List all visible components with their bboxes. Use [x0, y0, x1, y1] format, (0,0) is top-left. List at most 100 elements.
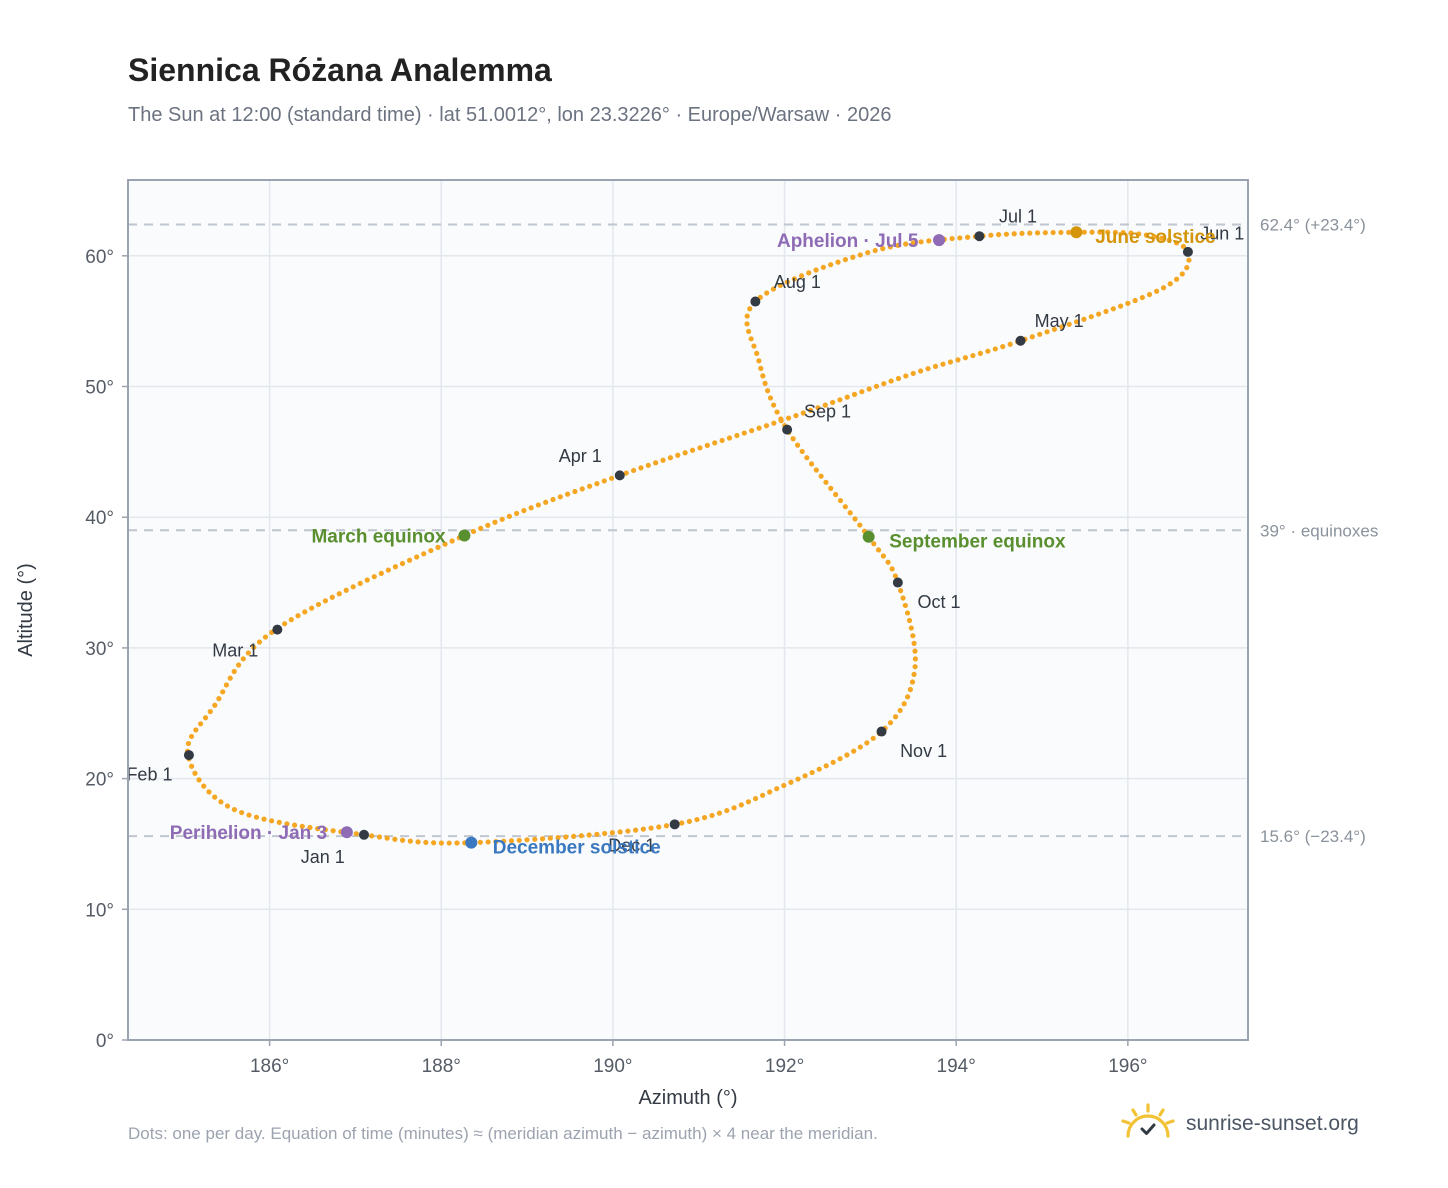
- day-dot: [1180, 243, 1187, 250]
- day-dot: [892, 573, 898, 579]
- y-tick-label: 30°: [85, 639, 114, 660]
- day-dot: [1081, 316, 1087, 322]
- event-label: March equinox: [311, 527, 446, 548]
- x-tick-label: 188°: [422, 1056, 461, 1077]
- day-dot: [830, 399, 836, 406]
- day-dot: [1000, 344, 1006, 350]
- day-dot: [330, 828, 336, 834]
- y-tick-label: 60°: [85, 247, 114, 268]
- day-dot: [302, 609, 308, 615]
- y-tick-label: 50°: [85, 378, 114, 399]
- day-dot: [818, 473, 824, 479]
- day-dot: [822, 402, 828, 408]
- day-dot: [897, 707, 903, 714]
- day-dot: [798, 273, 805, 279]
- brand-name: sunrise-sunset.org: [1186, 1112, 1359, 1135]
- day-dot: [774, 786, 780, 792]
- day-dot: [295, 613, 301, 619]
- day-dot: [842, 257, 849, 263]
- day-dot: [996, 232, 1002, 238]
- day-dot: [202, 715, 209, 721]
- day-dot: [640, 826, 646, 832]
- day-dot: [903, 241, 909, 247]
- day-dot: [813, 267, 819, 273]
- day-dot: [906, 617, 913, 624]
- day-dot: [808, 407, 814, 414]
- day-dot: [638, 465, 644, 471]
- day-dot: [970, 352, 976, 359]
- day-dot: [911, 640, 917, 646]
- day-dot: [415, 839, 421, 845]
- day-dot: [851, 391, 858, 397]
- day-dot: [1186, 257, 1192, 263]
- y-tick-label: 0°: [96, 1031, 114, 1052]
- day-dot: [889, 566, 895, 572]
- day-dot: [399, 837, 406, 843]
- day-dot: [749, 428, 755, 434]
- day-dot: [231, 806, 238, 813]
- day-dot: [276, 819, 282, 825]
- day-dot: [900, 595, 906, 601]
- day-dot: [752, 795, 759, 802]
- day-dot: [1112, 229, 1119, 235]
- day-dot: [645, 462, 651, 468]
- day-dot: [901, 701, 907, 707]
- day-dot: [719, 437, 725, 444]
- day-dot: [231, 668, 237, 675]
- day-dot: [485, 839, 491, 845]
- event-marker: [465, 836, 478, 849]
- day-dot: [1058, 229, 1064, 236]
- day-dot: [837, 756, 843, 762]
- day-dot: [682, 450, 688, 456]
- day-dot: [864, 740, 870, 746]
- day-dot: [224, 803, 231, 809]
- day-dot: [745, 799, 752, 805]
- day-dot: [1151, 233, 1157, 240]
- day-dot: [378, 570, 384, 576]
- day-dot: [261, 816, 267, 822]
- day-dot: [188, 733, 195, 740]
- day-dot: [762, 380, 768, 386]
- day-dot: [648, 825, 654, 831]
- event-label: December solstice: [493, 838, 661, 859]
- day-dot: [528, 505, 534, 511]
- day-dot: [414, 554, 420, 560]
- day-dot: [765, 388, 771, 394]
- day-dot: [701, 815, 708, 821]
- day-dot: [384, 835, 390, 841]
- day-dot: [744, 313, 750, 319]
- day-dot: [694, 816, 700, 823]
- y-tick-label: 10°: [85, 900, 114, 921]
- day-dot: [785, 415, 792, 421]
- day-dot: [764, 290, 770, 296]
- day-dot: [514, 510, 520, 517]
- day-dot: [844, 752, 850, 758]
- day-dot: [1132, 297, 1138, 304]
- y-axis-label: Altitude (°): [15, 563, 37, 657]
- day-dot: [406, 557, 413, 563]
- day-dot: [442, 541, 448, 547]
- day-dot: [857, 744, 863, 750]
- brand-logo[interactable]: sunrise-sunset.org: [1120, 1102, 1359, 1146]
- day-dot: [679, 820, 685, 826]
- chart-title: Siennica Różana Analemma: [128, 52, 552, 88]
- day-dot: [724, 807, 730, 814]
- footnote: Dots: one per day. Equation of time (min…: [128, 1124, 878, 1143]
- day-dot: [709, 812, 715, 819]
- day-dot: [547, 835, 553, 841]
- day-dot: [307, 824, 313, 831]
- day-dot: [802, 773, 808, 779]
- day-dot: [218, 799, 224, 805]
- day-dot: [1089, 229, 1095, 235]
- day-dot: [1029, 334, 1035, 340]
- day-dot: [322, 598, 328, 604]
- day-dot: [407, 838, 413, 844]
- day-dot: [675, 452, 681, 458]
- day-dot: [873, 383, 880, 389]
- event-marker: [1070, 226, 1083, 239]
- day-dot: [428, 547, 434, 554]
- day-dot: [947, 359, 954, 365]
- day-dot: [196, 777, 202, 783]
- day-dot: [790, 436, 796, 442]
- event-label: Perihelion · Jan 3: [170, 823, 327, 844]
